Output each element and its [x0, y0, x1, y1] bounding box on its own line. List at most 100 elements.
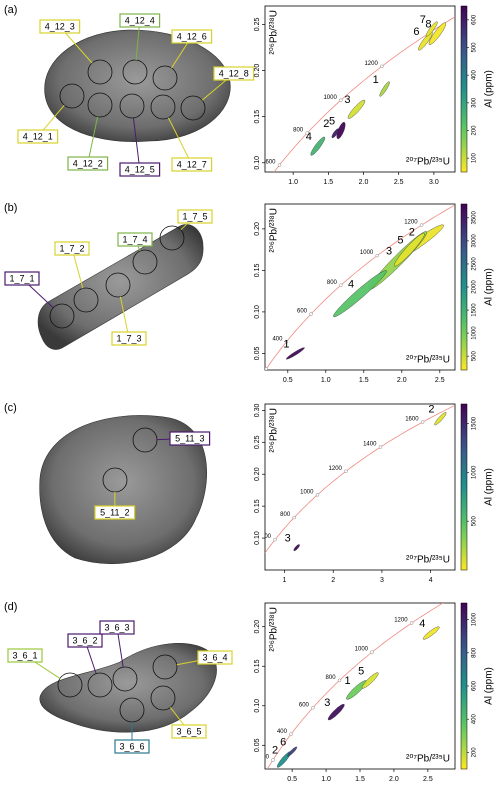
- spot-label: 4_12_1: [23, 131, 53, 141]
- colorbar-tick-label: 600: [472, 14, 478, 25]
- point-label: 1: [283, 338, 289, 350]
- spot-circle: [132, 249, 158, 275]
- age-marker: [339, 283, 343, 287]
- age-label: 1000: [323, 95, 337, 101]
- age-label: 1000: [360, 250, 374, 256]
- colorbar-tick-label: 600: [472, 680, 478, 691]
- age-marker: [292, 515, 296, 520]
- point-label: 3: [386, 245, 392, 257]
- colorbar-tick-label: 1500: [472, 303, 478, 317]
- point-label: 8: [425, 19, 431, 31]
- point-label: 1: [373, 74, 379, 86]
- colorbar-tick-label: 200: [472, 747, 478, 758]
- colorbar-tick-label: 1000: [472, 465, 478, 479]
- panel-label: (a): [4, 4, 17, 16]
- error-ellipse: [336, 122, 346, 139]
- spot-label: 3_6_4: [202, 652, 227, 662]
- error-ellipse: [346, 680, 368, 700]
- age-marker: [271, 758, 275, 762]
- age-marker: [370, 650, 374, 654]
- error-ellipse: [428, 22, 447, 45]
- x-tick-label: 2.5: [394, 179, 404, 186]
- colorbar-tick-label: 2000: [472, 280, 478, 294]
- spot-circle: [119, 93, 145, 119]
- age-label: 400: [277, 729, 288, 735]
- point-label: 6: [280, 737, 286, 749]
- point-label: 3: [344, 94, 350, 106]
- x-tick-label: 1.0: [288, 179, 298, 186]
- y-tick-label: 0.05: [254, 738, 261, 752]
- error-ellipse: [287, 746, 298, 757]
- error-ellipse: [286, 347, 305, 360]
- x-tick-label: 0.5: [287, 776, 297, 783]
- y-tick-label: 0.25: [254, 435, 261, 449]
- spot-label-box: [114, 739, 150, 754]
- colorbar-tick-label: 1000: [472, 612, 478, 626]
- point-label: 4: [348, 279, 354, 291]
- age-label: 800: [280, 512, 291, 518]
- x-tick-label: 3.0: [429, 179, 439, 186]
- y-tick-label: 0.20: [254, 222, 261, 236]
- age-label: 600: [265, 160, 276, 166]
- spot-circle: [152, 65, 178, 91]
- spot-circle: [57, 672, 83, 698]
- age-label: 1200: [394, 618, 408, 624]
- concordia-curve: [265, 404, 455, 554]
- x-tick-label: 2.0: [359, 179, 369, 186]
- grain-image: [39, 415, 207, 564]
- y-tick-label: 0.10: [254, 531, 261, 545]
- colorbar-tick-label: 500: [472, 516, 478, 527]
- age-label: 800: [293, 128, 304, 134]
- spot-label-box: [4, 271, 40, 286]
- spot-label-box: [169, 431, 211, 446]
- error-ellipse: [310, 136, 325, 156]
- y-tick-label: 0.10: [254, 305, 261, 319]
- colorbar: [460, 602, 468, 770]
- age-marker: [419, 223, 424, 227]
- age-label: 200: [252, 363, 263, 369]
- colorbar: [460, 5, 468, 173]
- spot-circle: [73, 287, 99, 313]
- plot-frame: [264, 5, 456, 173]
- point-label: 2: [272, 744, 278, 756]
- spot-label: 4_12_5: [125, 164, 155, 174]
- point-label: 2: [323, 118, 329, 130]
- spot-label-box: [67, 633, 103, 648]
- spot-label-box: [197, 650, 233, 665]
- x-axis-label: ²⁰⁷Pb/²³⁵U: [406, 355, 450, 366]
- age-label: 1600: [405, 417, 419, 423]
- panel-label: (c): [4, 402, 17, 414]
- spot-label-box: [119, 162, 161, 177]
- point-label: 5: [329, 115, 335, 127]
- point-label: 2: [428, 404, 434, 416]
- concordia-curve: [265, 204, 455, 370]
- age-marker: [265, 366, 269, 370]
- x-tick-label: 3: [380, 577, 384, 584]
- error-ellipse: [347, 99, 366, 119]
- spot-label: 4_12_8: [219, 68, 249, 78]
- spot-label: 4_12_7: [177, 159, 207, 169]
- colorbar-tick-label: 2500: [472, 257, 478, 271]
- y-tick-label: 0.20: [254, 64, 261, 78]
- x-tick-label: 1.0: [321, 776, 331, 783]
- x-tick-label: 1.5: [355, 776, 365, 783]
- error-ellipse: [425, 21, 438, 37]
- spot-label: 5_11_3: [175, 433, 204, 443]
- y-tick-label: 0.15: [254, 499, 261, 513]
- y-axis-label: ²⁰⁶Pb/²³⁸U: [269, 208, 280, 253]
- age-marker: [375, 253, 380, 258]
- age-marker: [339, 98, 343, 102]
- spot-circle: [180, 95, 206, 121]
- plot-frame: [264, 403, 456, 571]
- age-label: 1200: [404, 220, 418, 226]
- age-marker: [337, 678, 342, 683]
- spot-label-box: [171, 724, 207, 739]
- colorbar-tick-label: 1500: [472, 416, 478, 430]
- age-marker: [289, 732, 293, 736]
- error-ellipse: [333, 270, 387, 318]
- spot-circle: [49, 303, 75, 329]
- y-tick-label: 0.20: [254, 620, 261, 634]
- spot-label: 4_12_6: [177, 31, 207, 41]
- x-tick-label: 2.0: [397, 377, 407, 384]
- age-marker: [315, 493, 320, 497]
